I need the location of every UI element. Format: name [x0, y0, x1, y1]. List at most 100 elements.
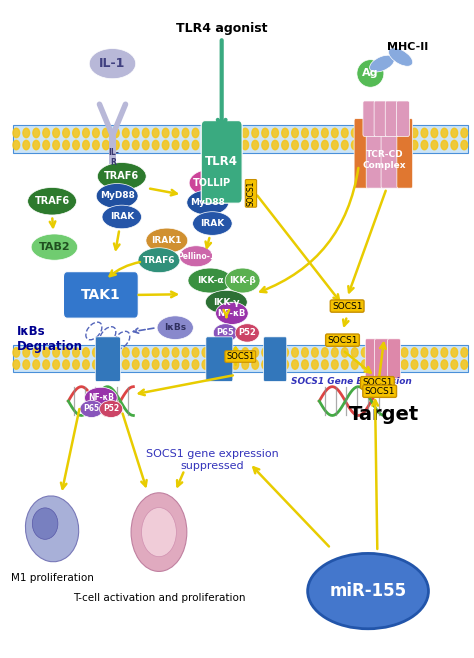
Circle shape	[341, 140, 348, 150]
Circle shape	[63, 347, 69, 357]
Text: Target: Target	[349, 405, 419, 424]
Circle shape	[102, 140, 109, 150]
Circle shape	[162, 140, 169, 150]
Circle shape	[262, 360, 268, 369]
Circle shape	[172, 360, 179, 369]
Circle shape	[43, 360, 49, 369]
Text: P65: P65	[217, 328, 234, 338]
Circle shape	[202, 140, 209, 150]
Circle shape	[401, 360, 408, 369]
Circle shape	[381, 128, 388, 138]
Text: MyD88: MyD88	[100, 191, 135, 201]
Text: TLR4: TLR4	[205, 155, 238, 168]
Circle shape	[222, 347, 228, 357]
FancyBboxPatch shape	[354, 118, 370, 188]
Text: IL-1: IL-1	[99, 57, 126, 70]
Circle shape	[331, 347, 338, 357]
Circle shape	[321, 140, 328, 150]
FancyBboxPatch shape	[13, 345, 468, 372]
Circle shape	[23, 360, 29, 369]
Ellipse shape	[370, 55, 394, 72]
Circle shape	[182, 128, 189, 138]
Circle shape	[431, 140, 438, 150]
Text: TCR-CD
Complex: TCR-CD Complex	[363, 150, 406, 170]
Text: TRAF6: TRAF6	[104, 171, 139, 182]
Text: NF-κB: NF-κB	[88, 393, 114, 402]
Circle shape	[212, 360, 219, 369]
Circle shape	[162, 360, 169, 369]
Circle shape	[23, 140, 29, 150]
Circle shape	[142, 140, 149, 150]
Ellipse shape	[131, 493, 187, 571]
Circle shape	[282, 347, 288, 357]
Circle shape	[152, 347, 159, 357]
Circle shape	[192, 140, 199, 150]
Text: IκBs: IκBs	[164, 323, 186, 332]
Circle shape	[441, 347, 447, 357]
Text: IRAK1: IRAK1	[152, 236, 182, 245]
Ellipse shape	[80, 401, 103, 417]
Circle shape	[441, 140, 447, 150]
Text: T-cell activation and proliferation: T-cell activation and proliferation	[73, 593, 245, 603]
Circle shape	[102, 360, 109, 369]
Circle shape	[53, 128, 59, 138]
Text: TAB2: TAB2	[38, 242, 70, 252]
Circle shape	[292, 140, 298, 150]
Ellipse shape	[179, 246, 213, 266]
FancyBboxPatch shape	[13, 125, 468, 153]
Text: IKK-α: IKK-α	[197, 276, 223, 285]
Text: MHC-II: MHC-II	[387, 42, 428, 52]
Circle shape	[321, 128, 328, 138]
Circle shape	[122, 347, 129, 357]
Circle shape	[282, 128, 288, 138]
Circle shape	[351, 140, 358, 150]
Circle shape	[411, 360, 418, 369]
Circle shape	[33, 128, 39, 138]
Circle shape	[102, 347, 109, 357]
Ellipse shape	[27, 188, 76, 215]
Circle shape	[182, 360, 189, 369]
FancyBboxPatch shape	[95, 337, 120, 382]
Circle shape	[212, 140, 219, 150]
Circle shape	[421, 140, 428, 150]
Ellipse shape	[225, 268, 260, 293]
Circle shape	[122, 128, 129, 138]
Circle shape	[132, 140, 139, 150]
Ellipse shape	[31, 234, 78, 260]
Circle shape	[172, 140, 179, 150]
Circle shape	[53, 360, 59, 369]
Circle shape	[112, 140, 119, 150]
Text: SOCS1: SOCS1	[332, 301, 363, 311]
Circle shape	[112, 347, 119, 357]
Circle shape	[13, 140, 19, 150]
FancyBboxPatch shape	[264, 337, 287, 382]
Circle shape	[272, 347, 278, 357]
Circle shape	[73, 360, 79, 369]
Circle shape	[73, 128, 79, 138]
Ellipse shape	[100, 401, 123, 417]
Circle shape	[112, 360, 119, 369]
Circle shape	[33, 140, 39, 150]
Circle shape	[232, 360, 238, 369]
Circle shape	[102, 128, 109, 138]
Text: TOLLIP: TOLLIP	[193, 178, 231, 188]
Circle shape	[361, 128, 368, 138]
Circle shape	[311, 347, 318, 357]
Text: SOCS1: SOCS1	[226, 352, 255, 361]
Circle shape	[142, 360, 149, 369]
Circle shape	[331, 360, 338, 369]
Circle shape	[421, 128, 428, 138]
Circle shape	[63, 360, 69, 369]
Circle shape	[252, 140, 258, 150]
Text: IKK-γ: IKK-γ	[213, 297, 239, 307]
Circle shape	[282, 140, 288, 150]
Ellipse shape	[146, 228, 188, 253]
Circle shape	[252, 360, 258, 369]
Circle shape	[53, 347, 59, 357]
Circle shape	[152, 360, 159, 369]
Circle shape	[262, 347, 268, 357]
Ellipse shape	[138, 248, 180, 272]
Circle shape	[232, 140, 238, 150]
Text: Pellino-1: Pellino-1	[177, 252, 215, 261]
Text: P65: P65	[83, 405, 100, 413]
